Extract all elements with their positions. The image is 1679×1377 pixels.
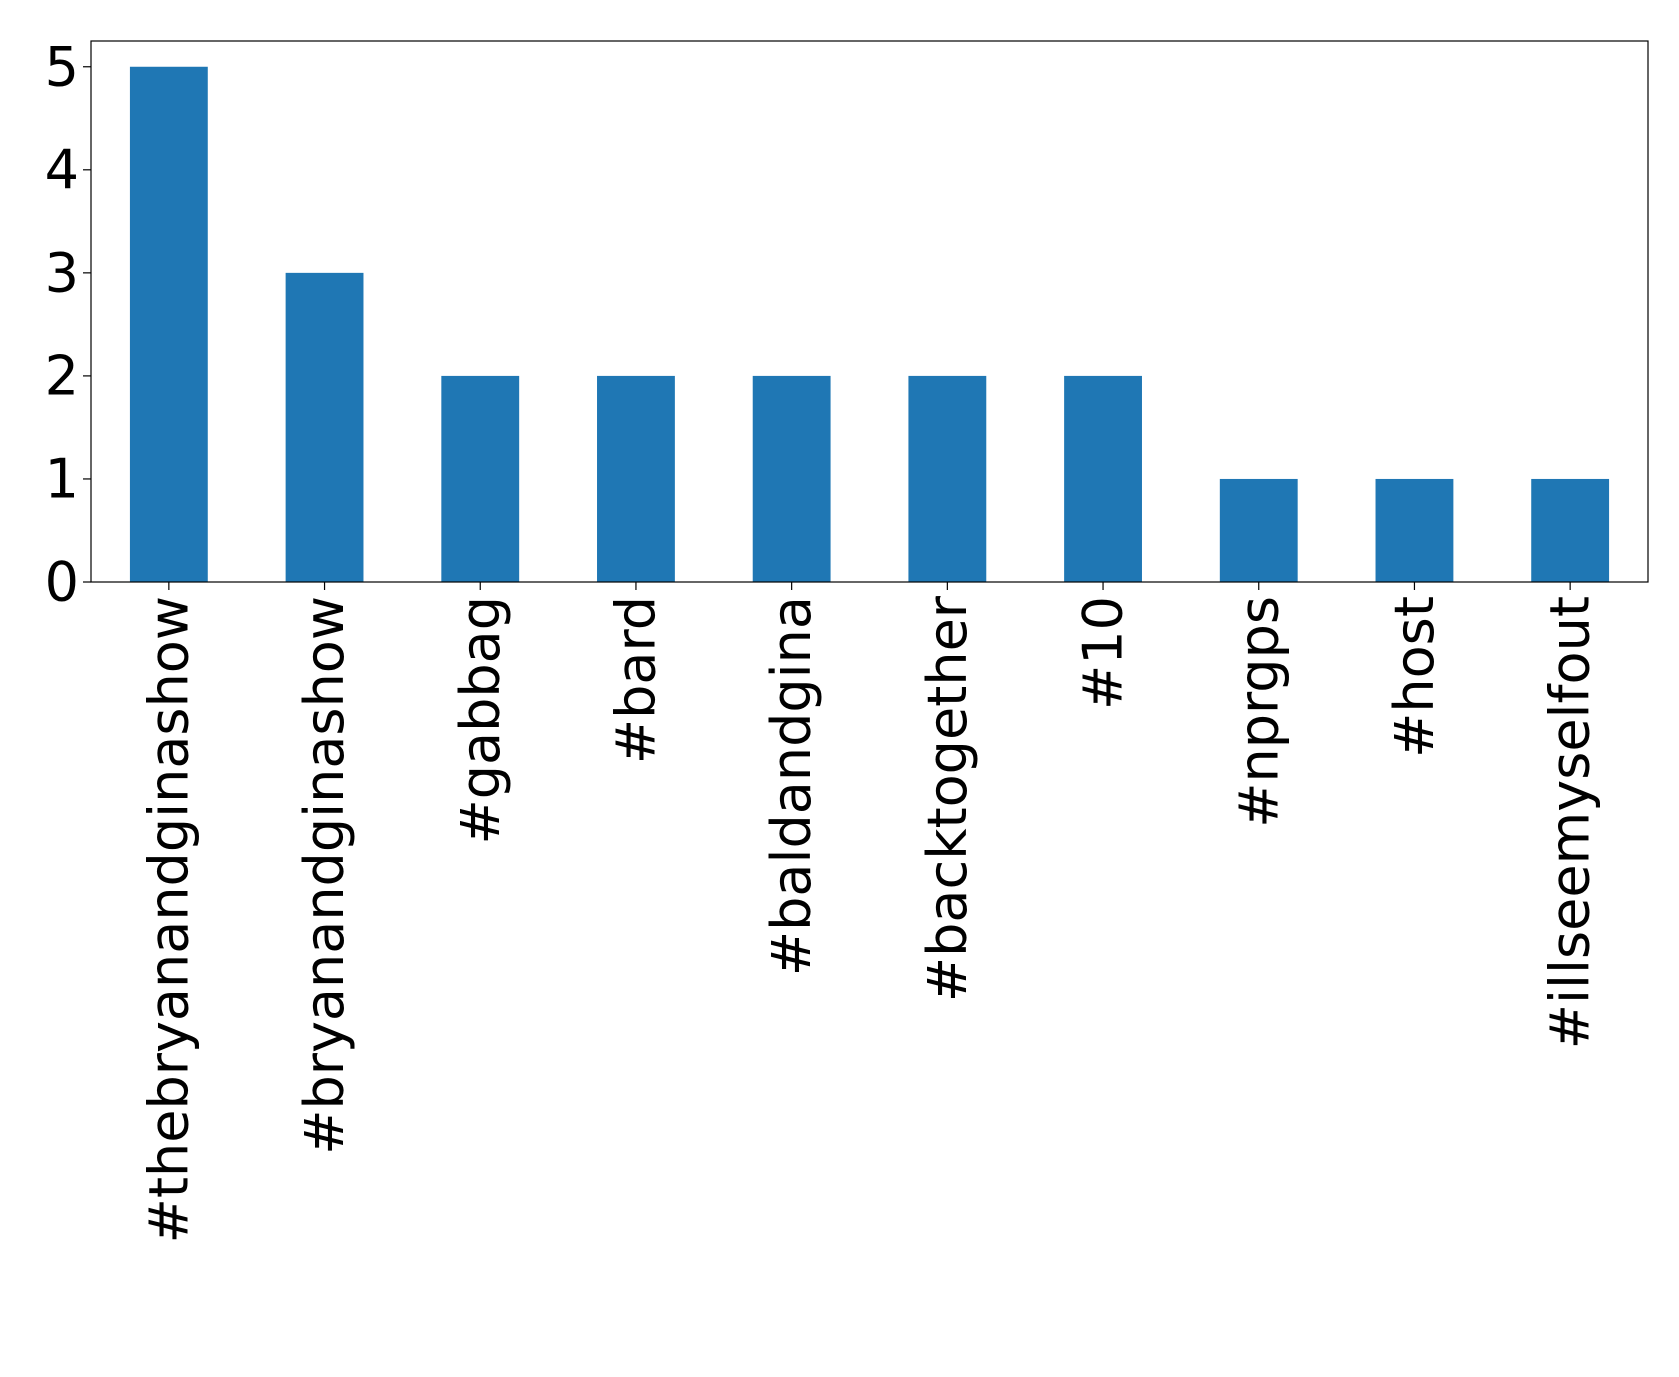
bar bbox=[752, 375, 831, 582]
bar bbox=[908, 375, 987, 582]
x-tick-label: #thebryanandginashow bbox=[137, 596, 200, 1243]
x-tick-label: #nprgps bbox=[1227, 596, 1290, 828]
y-tick-label: 2 bbox=[45, 344, 79, 407]
x-tick-label: #baldandgina bbox=[760, 596, 823, 976]
bar bbox=[1219, 478, 1298, 582]
y-tick-label: 1 bbox=[45, 447, 79, 510]
x-tick-label: #bard bbox=[604, 596, 667, 764]
bar bbox=[1531, 478, 1610, 582]
x-tick-label: #bryanandginashow bbox=[293, 596, 356, 1155]
x-tick-label: #illseemyselfout bbox=[1539, 596, 1602, 1049]
bar bbox=[597, 375, 675, 582]
x-tick-label: #gabbag bbox=[449, 596, 512, 845]
y-tick-label: 4 bbox=[45, 138, 79, 201]
y-tick-label: 5 bbox=[45, 35, 79, 98]
bar bbox=[285, 272, 364, 582]
x-tick-label: #10 bbox=[1072, 596, 1135, 710]
plot-frame bbox=[90, 40, 1649, 583]
bar bbox=[1375, 478, 1454, 582]
bar bbox=[129, 66, 208, 582]
y-tick-label: 3 bbox=[45, 241, 79, 304]
bar bbox=[441, 375, 520, 582]
x-tick-label: #backtogether bbox=[916, 595, 979, 1002]
y-tick-label: 0 bbox=[45, 551, 79, 614]
x-tick-label: #host bbox=[1383, 596, 1446, 758]
bar bbox=[1064, 375, 1142, 582]
